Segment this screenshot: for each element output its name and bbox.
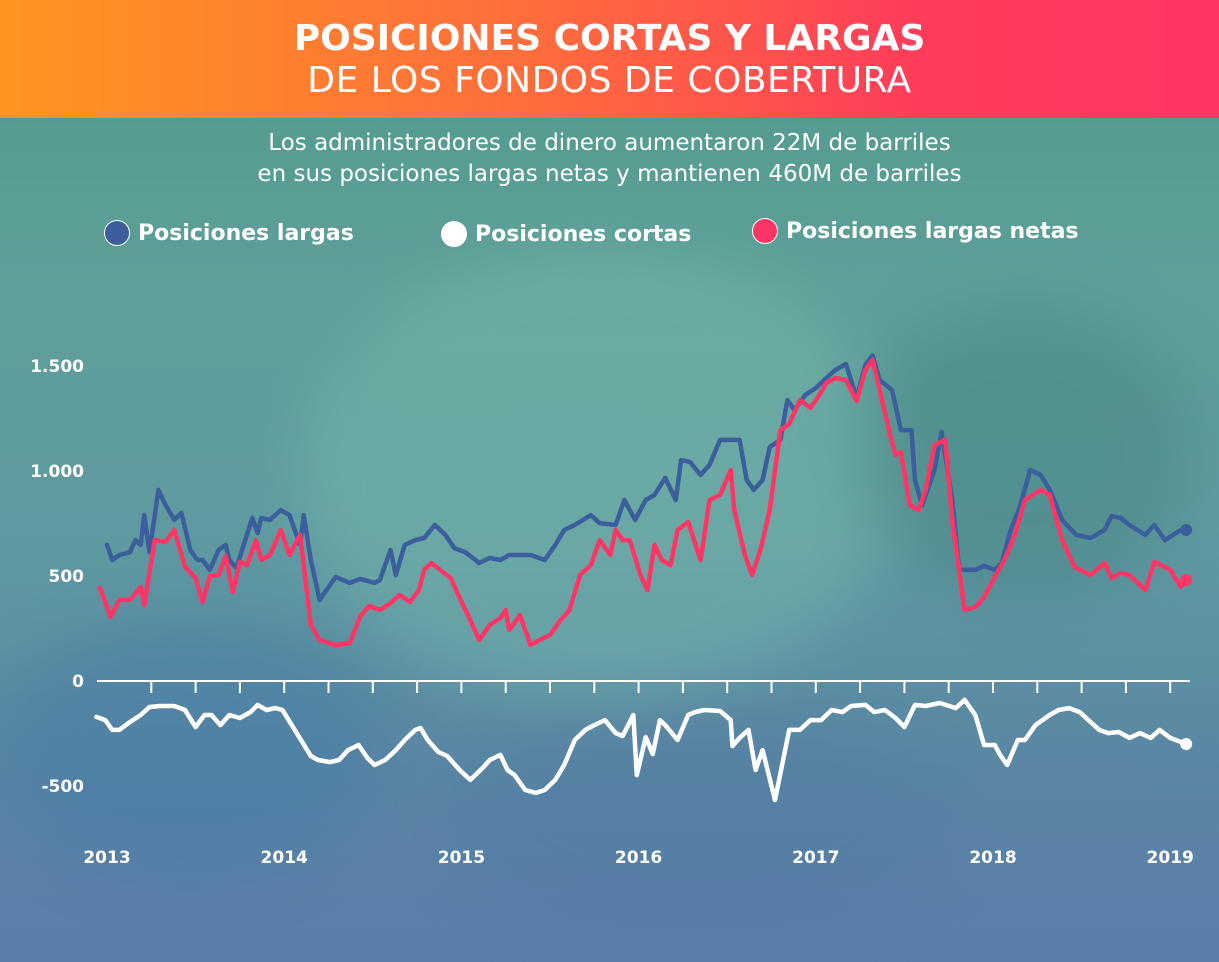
header-banner: POSICIONES CORTAS Y LARGAS DE LOS FONDOS… [0, 0, 1219, 118]
legend-dot-icon [104, 220, 130, 246]
y-axis: 1.500 1.000 500 0 -500 [30, 357, 84, 797]
chart-description: Los administradores de dinero aumentaron… [0, 128, 1219, 190]
x-tick-label: 2013 [83, 848, 130, 868]
description-line-1: Los administradores de dinero aumentaron… [268, 130, 951, 156]
legend-item-shorts: Posiciones cortas [441, 221, 691, 247]
legend-item-net-longs: Posiciones largas netas [752, 218, 1079, 244]
x-tick-label: 2019 [1147, 848, 1194, 868]
series-end-point-posiciones-largas [1180, 524, 1193, 537]
description-line-2: en sus posiciones largas netas y mantien… [257, 161, 962, 187]
legend-dot-icon [441, 221, 467, 247]
x-axis [97, 680, 1190, 693]
legend: Posiciones largas Posiciones cortas Posi… [0, 218, 1219, 252]
series-end-point-posiciones-largas-netas [1180, 573, 1193, 586]
legend-item-longs: Posiciones largas [104, 220, 354, 246]
chart-subtitle-title: DE LOS FONDOS DE COBERTURA [307, 60, 912, 101]
chart-title: POSICIONES CORTAS Y LARGAS [293, 18, 926, 59]
x-tick-label: 2014 [261, 848, 308, 868]
series-line-posiciones-cortas [94, 697, 1189, 803]
background-blob [450, 720, 950, 940]
y-tick-label: 500 [49, 567, 85, 587]
x-tick-label: 2016 [615, 848, 662, 868]
series-group [94, 353, 1193, 803]
legend-dot-icon [752, 218, 778, 244]
series-line-posiciones-largas-netas [97, 357, 1189, 648]
background-blob [850, 300, 1200, 600]
y-tick-label: 0 [72, 672, 84, 692]
y-tick-label: 1.000 [30, 462, 84, 482]
background-blob [300, 250, 900, 700]
series-end-point-posiciones-cortas [1180, 738, 1193, 750]
x-tick-labels: 2013 2014 2015 2016 2017 2018 2019 [83, 848, 1194, 868]
legend-label: Posiciones largas [138, 220, 354, 246]
x-tick-label: 2018 [969, 848, 1016, 868]
y-tick-label: 1.500 [30, 357, 84, 377]
x-tick-label: 2017 [792, 848, 839, 868]
background-blob [0, 620, 380, 880]
legend-label: Posiciones cortas [475, 221, 692, 247]
y-tick-label: -500 [41, 777, 84, 797]
series-line-posiciones-largas [104, 353, 1189, 603]
legend-label: Posiciones largas netas [786, 218, 1079, 244]
x-tick-label: 2015 [438, 848, 485, 868]
